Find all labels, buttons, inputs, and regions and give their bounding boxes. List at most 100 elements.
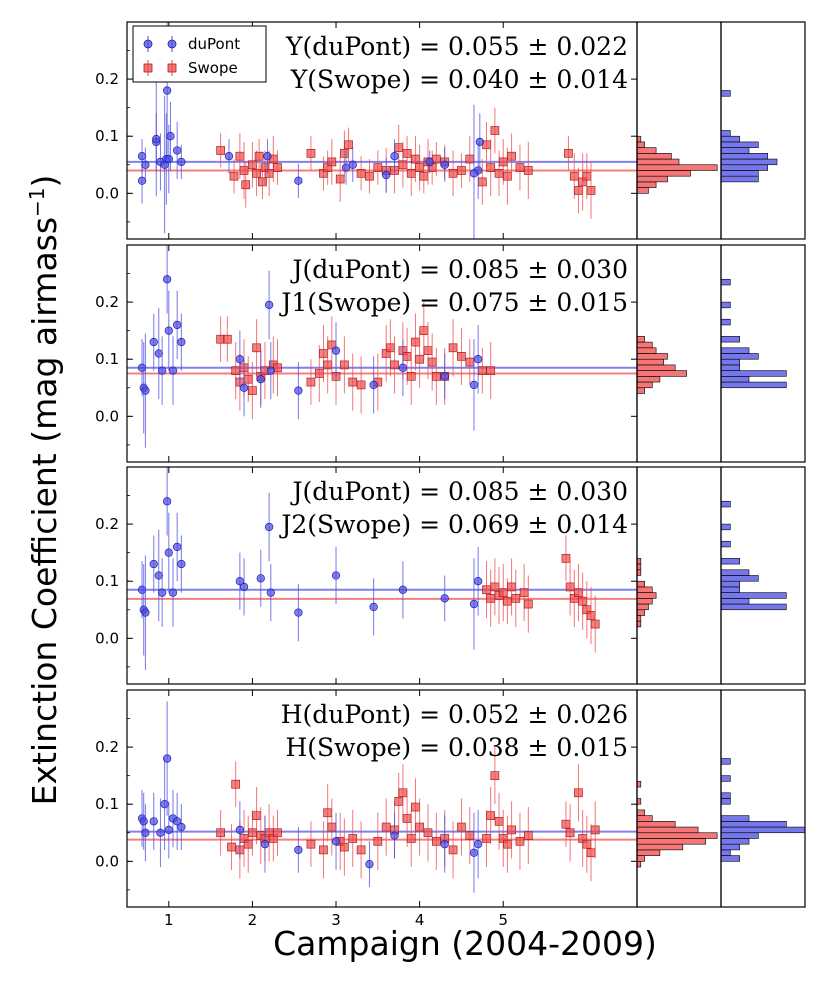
swope-point xyxy=(222,334,232,344)
swope-point xyxy=(411,802,420,812)
swope-point xyxy=(561,554,571,563)
swope-point xyxy=(373,163,383,172)
dupont-histogram-bar xyxy=(720,598,750,605)
swope-point xyxy=(227,842,236,852)
swope-point xyxy=(511,593,521,603)
swope-histogram-bar xyxy=(636,353,668,360)
swope-point xyxy=(498,157,508,167)
swope-point xyxy=(340,360,349,370)
swope-point xyxy=(457,166,466,175)
dupont-point xyxy=(154,349,163,358)
swope-point xyxy=(252,343,261,353)
swope-histogram-bar xyxy=(636,153,672,160)
swope-point xyxy=(327,157,337,167)
dupont-histogram-bar xyxy=(720,500,731,508)
dupont-point xyxy=(168,366,178,375)
dupont-histogram-bar xyxy=(720,147,750,154)
dupont-point xyxy=(141,608,150,617)
swope-point xyxy=(415,822,424,832)
swope-point xyxy=(252,811,261,820)
dupont-point xyxy=(137,363,147,372)
dupont-point xyxy=(473,577,483,586)
swope-histogram-frame xyxy=(636,21,722,240)
dupont-point xyxy=(164,548,173,557)
dupont-point xyxy=(139,817,148,826)
panel-annotation: Y(Swope) = 0.040 ± 0.014 xyxy=(290,65,628,94)
swope-point xyxy=(490,771,500,781)
swope-point xyxy=(427,357,437,367)
swope-point xyxy=(394,143,404,152)
swope-point xyxy=(216,828,225,838)
swope-point xyxy=(323,360,333,370)
swope-point xyxy=(457,822,466,832)
dupont-histogram-bar xyxy=(720,135,740,143)
swope-point xyxy=(482,585,491,595)
dupont-histogram-bar xyxy=(720,278,731,286)
swope-point xyxy=(486,366,496,375)
swope-point xyxy=(490,126,500,135)
swope-point xyxy=(402,814,412,823)
panel-3: 0.0 0.1 0.2 J(duPont) = 0.085 ± 0.030 J2(Swo… xyxy=(95,466,806,685)
scatter-area xyxy=(127,701,637,893)
swope-point xyxy=(231,779,241,789)
x-tick-label: 4 xyxy=(415,911,425,929)
swope-histogram-bar xyxy=(636,170,691,177)
dupont-point xyxy=(469,599,479,609)
swope-point xyxy=(231,366,241,375)
swope-point xyxy=(406,168,416,178)
legend-dupont-label: duPont xyxy=(188,35,240,53)
dupont-point xyxy=(390,152,399,161)
dupont-point xyxy=(440,840,449,849)
swope-histogram-bar xyxy=(636,158,680,166)
dupont-point xyxy=(469,848,479,857)
swope-point xyxy=(402,148,412,158)
y-tick-label: 0.2 xyxy=(95,293,119,311)
dupont-point xyxy=(266,366,275,375)
y-tick-label: 0.0 xyxy=(95,629,119,647)
dupont-point xyxy=(162,275,172,284)
swope-point xyxy=(402,352,412,361)
dupont-histogram-bar xyxy=(720,376,750,383)
dupont-point xyxy=(239,383,249,392)
swope-point xyxy=(582,839,592,849)
dupont-histogram-bar xyxy=(720,758,731,765)
dupont-point xyxy=(177,822,186,832)
swope-point xyxy=(419,326,429,336)
swope-histogram-bar xyxy=(636,832,718,839)
dupont-point xyxy=(256,375,265,384)
dupont-point xyxy=(137,176,147,185)
dupont-histogram-bar xyxy=(720,164,768,171)
dupont-point xyxy=(235,355,245,364)
dupont-point xyxy=(141,160,150,169)
y-tick-label: 0.2 xyxy=(95,515,119,533)
dupont-point xyxy=(331,837,341,846)
swope-histogram-bar xyxy=(636,855,645,862)
dupont-point xyxy=(141,828,150,837)
dupont-point xyxy=(149,337,158,347)
dupont-histogram-bar xyxy=(720,592,787,599)
dupont-point xyxy=(264,300,274,310)
dupont-point xyxy=(168,588,178,597)
dupont-point xyxy=(440,372,449,381)
dupont-point xyxy=(177,337,186,347)
swope-point xyxy=(398,160,408,170)
dupont-histogram-frame xyxy=(720,21,806,240)
swope-point xyxy=(448,343,458,353)
swope-point xyxy=(273,163,282,172)
legend: duPont Swope xyxy=(132,25,267,83)
dupont-histogram-bar xyxy=(720,175,759,183)
dupont-point xyxy=(157,588,167,597)
swope-point xyxy=(569,171,579,181)
swope-point xyxy=(477,366,487,375)
dupont-point xyxy=(177,157,186,167)
swope-histogram-bar xyxy=(636,849,661,856)
swope-point xyxy=(323,808,333,818)
swope-histogram-bar xyxy=(636,603,649,611)
dupont-histogram-bar xyxy=(720,569,750,576)
dupont-histogram-bar xyxy=(720,540,731,548)
dupont-point xyxy=(149,817,158,826)
swope-histogram-bar xyxy=(636,147,657,154)
dupont-point xyxy=(164,326,173,335)
dupont-histogram-bar xyxy=(720,849,731,856)
scatter-area xyxy=(127,22,637,239)
